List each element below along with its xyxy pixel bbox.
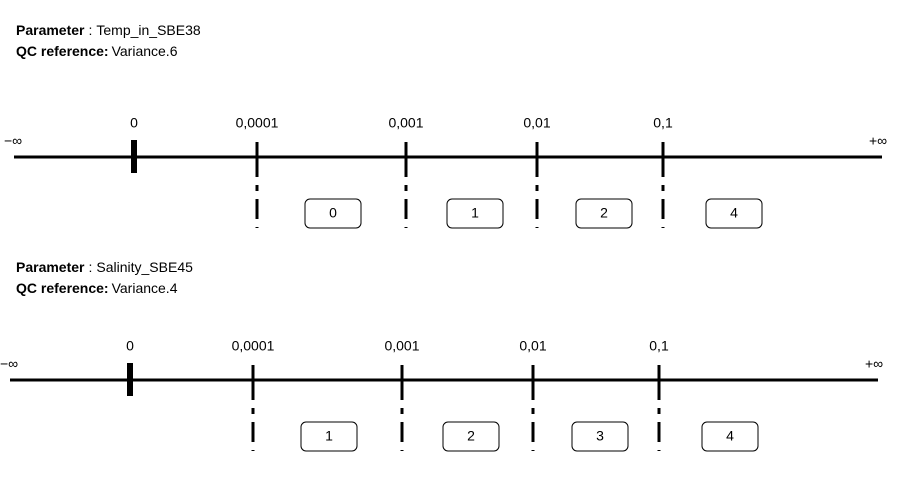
parameter-value: Temp_in_SBE38 bbox=[96, 22, 201, 38]
flag-label: 4 bbox=[730, 205, 738, 221]
flag-box bbox=[575, 198, 633, 229]
tick-label: 0,01 bbox=[523, 115, 550, 131]
qc-reference-label: QC reference: bbox=[16, 43, 109, 59]
qc-reference-value: Variance.6 bbox=[112, 43, 178, 59]
flag-box bbox=[442, 421, 500, 452]
flag-label: 1 bbox=[471, 205, 479, 221]
parameter-line: Parameter: Temp_in_SBE38 bbox=[16, 22, 201, 38]
flag-box bbox=[701, 421, 759, 452]
tick-label: 0,001 bbox=[384, 338, 419, 354]
tick-label: 0,1 bbox=[649, 338, 669, 354]
tick-label: 0,001 bbox=[388, 115, 423, 131]
parameter-separator: : bbox=[89, 259, 93, 275]
tick-label: 0,0001 bbox=[232, 338, 275, 354]
flag-label: 3 bbox=[596, 428, 604, 444]
qc-reference-label: QC reference: bbox=[16, 280, 109, 296]
zero-marker bbox=[131, 140, 137, 173]
tick-label: 0 bbox=[130, 115, 138, 131]
plus-infinity: +∞ bbox=[865, 356, 883, 372]
minus-infinity: −∞ bbox=[0, 356, 18, 372]
parameter-separator: : bbox=[89, 22, 93, 38]
flag-box bbox=[300, 421, 358, 452]
parameter-line: Parameter: Salinity_SBE45 bbox=[16, 259, 193, 275]
tick-label: 0,1 bbox=[653, 115, 673, 131]
tick-label: 0,01 bbox=[519, 338, 546, 354]
parameter-value: Salinity_SBE45 bbox=[96, 259, 193, 275]
parameter-label: Parameter bbox=[16, 259, 85, 275]
qc-reference-line: QC reference: Variance.4 bbox=[16, 280, 178, 296]
flag-label: 2 bbox=[467, 428, 475, 444]
flag-box bbox=[705, 198, 763, 229]
minus-infinity: −∞ bbox=[4, 133, 22, 149]
tick-label: 0,0001 bbox=[236, 115, 279, 131]
qc-reference-value: Variance.4 bbox=[112, 280, 178, 296]
flag-label: 1 bbox=[325, 428, 333, 444]
flag-label: 4 bbox=[726, 428, 734, 444]
tick-label: 0 bbox=[126, 338, 134, 354]
flag-box bbox=[446, 198, 504, 229]
parameter-label: Parameter bbox=[16, 22, 85, 38]
flag-label: 0 bbox=[329, 205, 337, 221]
qc-reference-line: QC reference: Variance.6 bbox=[16, 43, 178, 59]
flag-label: 2 bbox=[600, 205, 608, 221]
zero-marker bbox=[127, 363, 133, 396]
plus-infinity: +∞ bbox=[869, 133, 887, 149]
flag-box bbox=[571, 421, 629, 452]
flag-box bbox=[304, 198, 362, 229]
